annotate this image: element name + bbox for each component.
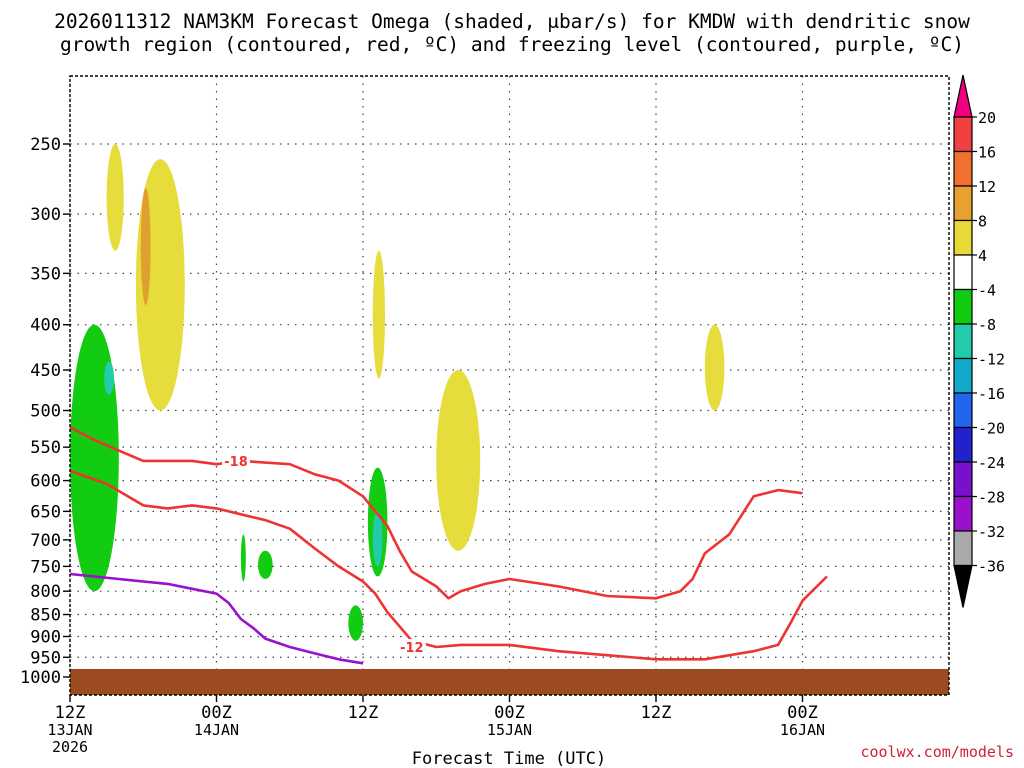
contour-dgz-minus12: [69, 469, 828, 661]
credit-link[interactable]: coolwx.com/models: [860, 743, 1014, 761]
y-tick-label: 1000: [20, 668, 61, 688]
colorbar-label: 8: [978, 213, 987, 231]
omega-region-negative-11: [258, 550, 273, 579]
omega-region-positive-4: [372, 250, 385, 379]
omega-shading: [70, 144, 725, 641]
colorbar-top-arrow: [953, 74, 973, 118]
ground-surface: [70, 669, 949, 695]
x-tick-label: 2026: [52, 738, 88, 756]
colorbar-swatch: [953, 254, 973, 291]
y-tick-label: 850: [30, 606, 61, 626]
colorbar-label: -4: [978, 282, 996, 300]
contour-label: -18: [224, 455, 248, 470]
x-tick-label: 00Z: [494, 703, 525, 723]
colorbar-swatch: [953, 219, 973, 256]
colorbar-swatch: [953, 392, 973, 429]
colorbar-swatch: [953, 357, 973, 394]
colorbar-label: -16: [978, 385, 1005, 403]
omega-region-negative-7: [104, 361, 114, 395]
x-tick-label: 00Z: [201, 703, 232, 723]
colorbar-swatch: [953, 461, 973, 498]
colorbar-swatch: [953, 530, 973, 567]
colorbar-label: -8: [978, 316, 996, 334]
y-tick-label: 800: [30, 582, 61, 602]
x-tick-label: 13JAN: [47, 721, 92, 739]
colorbar-swatch: [953, 116, 973, 153]
omega-region-negative-9: [372, 511, 383, 567]
omega-region-positive-3: [436, 369, 481, 551]
y-tick-label: 300: [30, 205, 61, 225]
x-tick-label: 12Z: [55, 703, 86, 723]
omega-region-positive-5: [704, 324, 725, 411]
contour-freezing-level: [69, 572, 364, 665]
y-tick-label: 450: [30, 361, 61, 381]
colorbar-label: -20: [978, 420, 1005, 438]
y-tick-label: 550: [30, 438, 61, 458]
y-tick-label: 600: [30, 472, 61, 492]
y-tick-label: 350: [30, 264, 61, 284]
contour-label: -12: [400, 641, 424, 656]
omega-region-positive-2: [140, 187, 151, 305]
colorbar-bottom-arrow: [953, 564, 973, 608]
colorbar-label: 16: [978, 144, 996, 162]
omega-region-positive-0: [106, 144, 124, 251]
contour-dgz-minus18: [69, 425, 803, 600]
x-axis-label: Forecast Time (UTC): [412, 749, 606, 768]
colorbar-label: -32: [978, 523, 1005, 541]
y-tick-label: 500: [30, 402, 61, 422]
contours: -12 -18: [69, 425, 828, 665]
x-tick-label: 00Z: [787, 703, 818, 723]
x-tick-label: 15JAN: [487, 721, 532, 739]
colorbar-swatch: [953, 288, 973, 325]
colorbar-label: -24: [978, 454, 1005, 472]
omega-region-negative-12: [240, 534, 246, 582]
omega-region-negative-10: [348, 605, 363, 641]
x-tick-label: 16JAN: [780, 721, 825, 739]
colorbar-swatch: [953, 426, 973, 463]
y-axis-ticks: 2503003504004505005506006507007508008509…: [20, 135, 70, 688]
colorbar-swatch: [953, 495, 973, 532]
colorbar-label: -36: [978, 558, 1005, 576]
chart-title-line-2: growth region (contoured, red, ºC) and f…: [60, 33, 964, 56]
chart-title-line-1: 2026011312 NAM3KM Forecast Omega (shaded…: [54, 10, 970, 33]
y-tick-label: 700: [30, 531, 61, 551]
colorbar-swatch: [953, 185, 973, 222]
y-tick-label: 650: [30, 502, 61, 522]
colorbar-label: -28: [978, 489, 1005, 507]
y-tick-label: 400: [30, 316, 61, 336]
contour-label-bg: [397, 639, 426, 655]
contour-label-bg: [222, 452, 251, 468]
x-tick-label: 14JAN: [194, 721, 239, 739]
x-tick-label: 12Z: [641, 703, 672, 723]
colorbar-label: -12: [978, 351, 1005, 369]
colorbar-swatch: [953, 323, 973, 360]
y-tick-label: 250: [30, 135, 61, 155]
colorbar-label: 4: [978, 247, 987, 265]
plot-area: [70, 76, 949, 695]
y-tick-label: 900: [30, 627, 61, 647]
colorbar-label: 20: [978, 109, 996, 127]
y-tick-label: 950: [30, 648, 61, 668]
x-tick-label: 12Z: [348, 703, 379, 723]
colorbar-swatch: [953, 150, 973, 187]
colorbar: 20 16 12 8 4 -4 -8 -12 -16 -20 -24 -28 -32 -36: [953, 74, 1005, 608]
y-tick-label: 750: [30, 557, 61, 577]
colorbar-label: 12: [978, 178, 996, 196]
